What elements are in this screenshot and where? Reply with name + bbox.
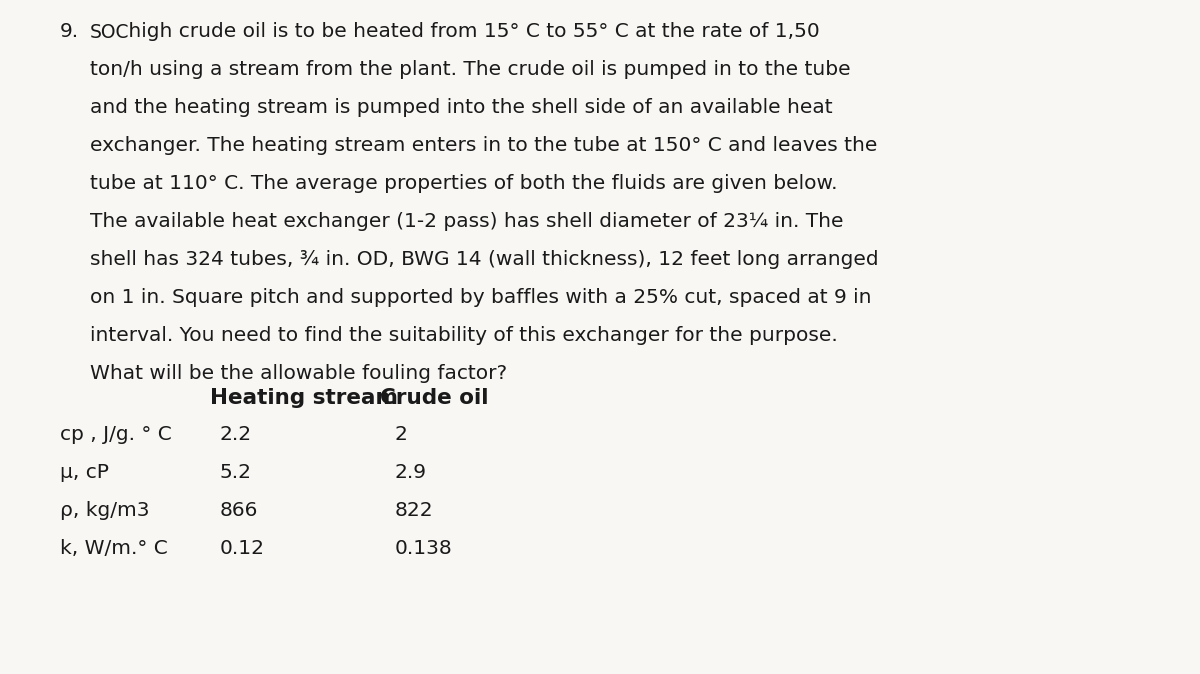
Text: 2.9: 2.9	[395, 463, 427, 482]
Text: and the heating stream is pumped into the shell side of an available heat: and the heating stream is pumped into th…	[90, 98, 833, 117]
Text: k, W/m.° C: k, W/m.° C	[60, 539, 168, 558]
Text: 822: 822	[395, 501, 433, 520]
Text: exchanger. The heating stream enters in to the tube at 150° C and leaves the: exchanger. The heating stream enters in …	[90, 136, 877, 155]
Text: interval. You need to find the suitability of this exchanger for the purpose.: interval. You need to find the suitabili…	[90, 326, 838, 345]
Text: 866: 866	[220, 501, 258, 520]
Text: Crude oil: Crude oil	[380, 388, 488, 408]
Text: 0.12: 0.12	[220, 539, 265, 558]
Text: tube at 110° C. The average properties of both the fluids are given below.: tube at 110° C. The average properties o…	[90, 174, 838, 193]
Text: Heating stream: Heating stream	[210, 388, 398, 408]
Text: shell has 324 tubes, ¾ in. OD, BWG 14 (wall thickness), 12 feet long arranged: shell has 324 tubes, ¾ in. OD, BWG 14 (w…	[90, 250, 878, 269]
Text: What will be the allowable fouling factor?: What will be the allowable fouling facto…	[90, 364, 508, 383]
Text: ton/h using a stream from the plant. The crude oil is pumped in to the tube: ton/h using a stream from the plant. The…	[90, 60, 851, 79]
Text: SOC: SOC	[90, 23, 130, 42]
Text: 2.2: 2.2	[220, 425, 252, 444]
Text: cp , J/g. ° C: cp , J/g. ° C	[60, 425, 172, 444]
Text: 5.2: 5.2	[220, 463, 252, 482]
Text: ρ, kg/m3: ρ, kg/m3	[60, 501, 150, 520]
Text: 2: 2	[395, 425, 408, 444]
Text: on 1 in. Square pitch and supported by baffles with a 25% cut, spaced at 9 in: on 1 in. Square pitch and supported by b…	[90, 288, 871, 307]
Text: 0.138: 0.138	[395, 539, 452, 558]
Text: 9.: 9.	[60, 22, 79, 41]
Text: The available heat exchanger (1-2 pass) has shell diameter of 23¼ in. The: The available heat exchanger (1-2 pass) …	[90, 212, 844, 231]
Text: high crude oil is to be heated from 15° C to 55° C at the rate of 1,50: high crude oil is to be heated from 15° …	[122, 22, 820, 41]
Text: μ, cP: μ, cP	[60, 463, 109, 482]
